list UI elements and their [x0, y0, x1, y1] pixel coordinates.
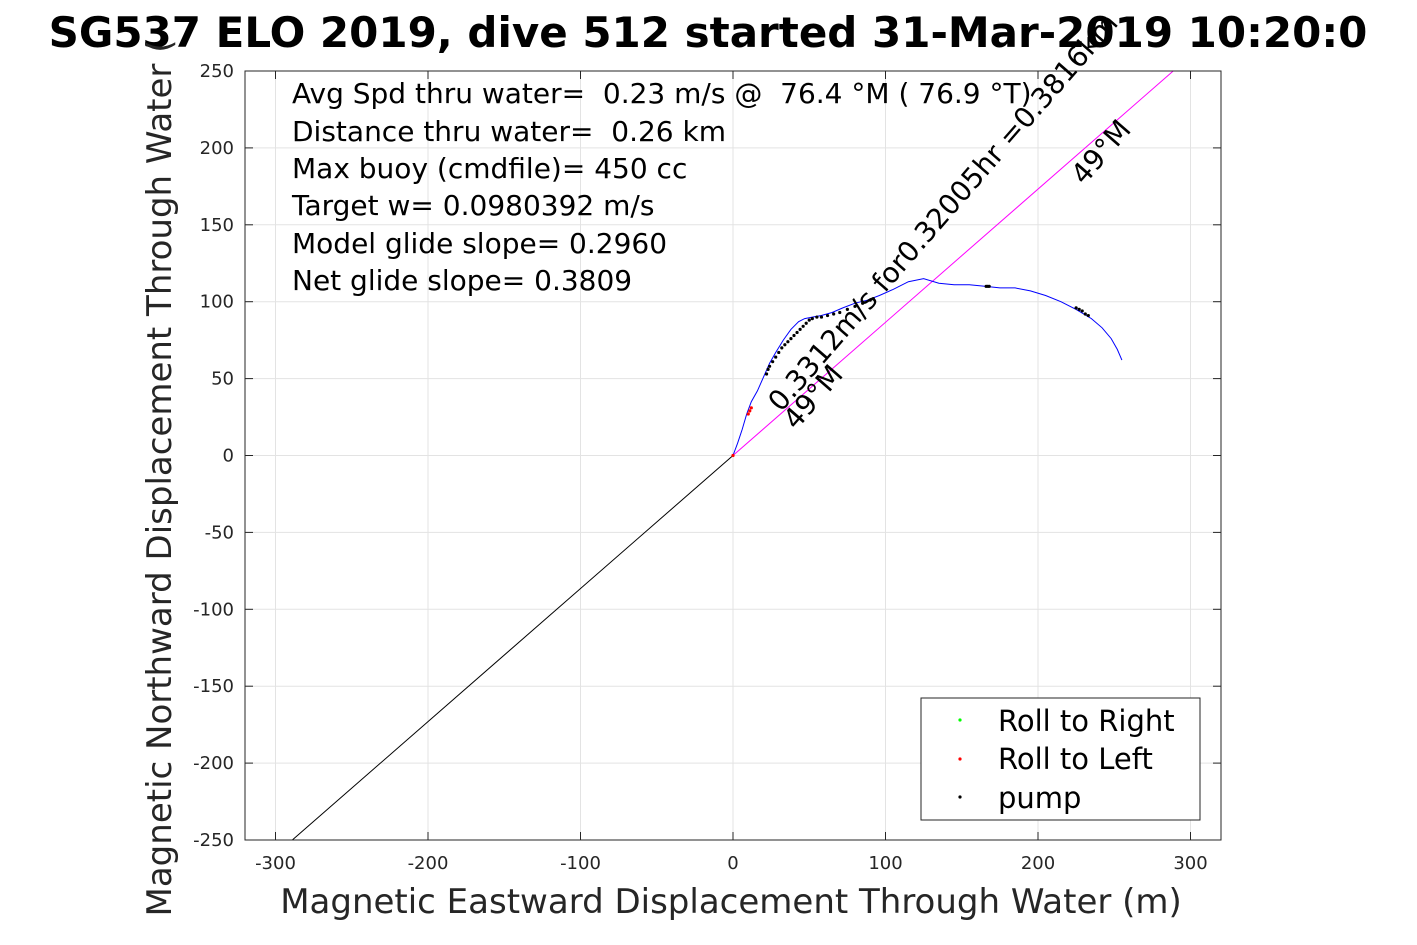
y-tick-label: 0 — [223, 446, 234, 467]
y-tick-label: -100 — [193, 599, 234, 620]
series-line-reference-line — [291, 455, 734, 840]
pump-point — [1074, 306, 1078, 310]
pump-point — [868, 298, 872, 302]
pump-point — [1086, 313, 1090, 318]
x-tick-label: 200 — [1021, 853, 1055, 874]
pump-point — [871, 297, 875, 301]
info-avg-speed: Avg Spd thru water= 0.23 m/s @ 76.4 °M (… — [292, 77, 1032, 110]
pump-point — [987, 284, 991, 288]
x-axis-label: Magnetic Eastward Displacement Through W… — [280, 882, 1182, 922]
x-tick-label: 100 — [868, 853, 902, 874]
pump-point — [819, 315, 824, 319]
chart-title: SG537 ELO 2019, dive 512 started 31-Mar-… — [49, 8, 1368, 57]
info-max-buoy: Max buoy (cmdfile)= 450 cc — [292, 152, 687, 185]
legend-box — [920, 697, 1201, 821]
pump-point — [780, 346, 784, 350]
y-tick-label: 250 — [200, 61, 234, 82]
roll-left-point — [749, 406, 753, 410]
pump-point — [861, 301, 865, 305]
y-tick-label: -50 — [205, 522, 234, 543]
legend-label-roll-to-right: Roll to Right — [998, 704, 1175, 738]
pump-point — [768, 364, 772, 368]
pump-point — [845, 307, 849, 311]
legend: Roll to Right Roll to Left pump — [920, 697, 1201, 821]
roll-left-point — [731, 453, 735, 458]
roll-left-point — [748, 409, 752, 413]
pump-point — [1080, 309, 1084, 313]
x-tick-label: -200 — [408, 853, 449, 874]
pump-point — [825, 313, 830, 318]
y-axis-label: Magnetic Northward Displacement Through … — [140, 40, 180, 917]
legend-label-pump: pump — [998, 781, 1081, 815]
annotation-heading-upper: 49°M — [1064, 113, 1137, 190]
y-tick-label: -250 — [193, 830, 234, 851]
legend-marker-pump — [958, 795, 962, 799]
x-tick-label: 0 — [727, 853, 738, 874]
y-tick-label: 150 — [200, 215, 234, 236]
pump-point — [815, 315, 819, 319]
pump-point — [789, 337, 793, 341]
series-line-heading-line — [732, 71, 1174, 456]
pump-point — [1077, 307, 1081, 311]
y-tick-label: -150 — [193, 676, 234, 697]
info-model-glide-slope: Model glide slope= 0.2960 — [292, 227, 667, 260]
pump-point — [786, 340, 790, 344]
y-tick-label: -200 — [193, 753, 234, 774]
pump-point — [810, 317, 814, 321]
pump-point — [1083, 312, 1087, 316]
info-text-block: Avg Spd thru water= 0.23 m/s @ 76.4 °M (… — [291, 77, 1032, 297]
axis-ticks: -300 -200 -100 0 100 200 300 -250 -200 -150 -100 -5… — [193, 61, 1221, 874]
pump-point — [771, 360, 775, 364]
x-tick-label: -100 — [560, 853, 601, 874]
pump-point — [807, 318, 811, 322]
pump-point — [764, 372, 769, 376]
y-tick-label: 50 — [211, 369, 234, 390]
pump-point — [853, 304, 857, 308]
pump-point — [774, 355, 778, 359]
info-distance: Distance thru water= 0.26 km — [292, 115, 726, 148]
pump-point — [838, 310, 842, 315]
y-tick-label: 100 — [200, 292, 234, 313]
data-series — [291, 71, 1174, 840]
y-tick-label: 200 — [200, 138, 234, 159]
pump-point — [832, 312, 836, 316]
x-tick-label: 300 — [1173, 853, 1207, 874]
legend-marker-roll-to-right — [958, 718, 962, 722]
pump-point — [766, 367, 770, 371]
info-target-w: Target w= 0.0980392 m/s — [291, 189, 654, 222]
pump-point — [798, 327, 802, 331]
pump-point — [792, 333, 796, 338]
pump-point — [777, 350, 781, 355]
annotation-current-speed: 0.3312m/s for0.32005hr =0.3816km — [761, 7, 1124, 418]
pump-point — [783, 343, 787, 347]
roll-left-point — [746, 412, 750, 416]
pump-point — [804, 321, 808, 325]
pump-point — [801, 324, 805, 328]
info-net-glide-slope: Net glide slope= 0.3809 — [292, 264, 632, 297]
legend-label-roll-to-left: Roll to Left — [998, 742, 1153, 776]
pump-point — [795, 330, 799, 335]
legend-marker-roll-to-left — [958, 757, 962, 761]
x-tick-label: -300 — [255, 853, 296, 874]
